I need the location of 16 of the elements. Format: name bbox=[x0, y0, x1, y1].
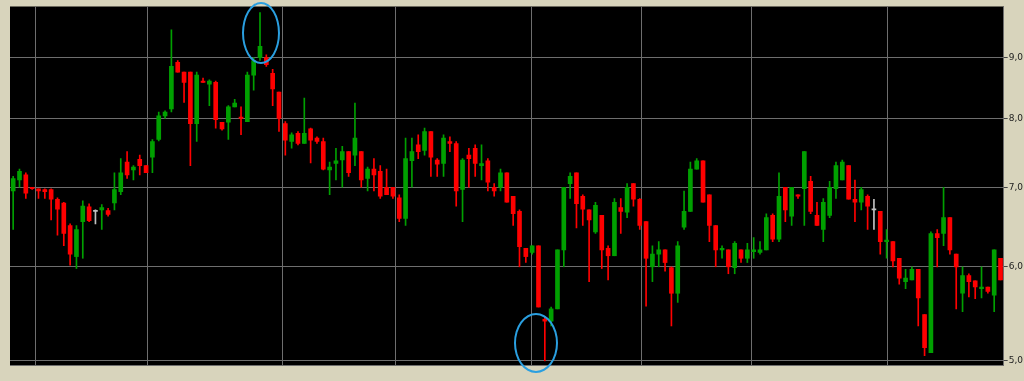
y-tick-label: 9,0 bbox=[1008, 51, 1024, 62]
candlestick bbox=[333, 147, 339, 181]
candlestick bbox=[934, 229, 940, 268]
y-tick-label: 5,0 bbox=[1008, 355, 1024, 366]
candlestick bbox=[491, 183, 497, 197]
candlestick bbox=[99, 204, 105, 230]
candlestick bbox=[447, 136, 453, 153]
candlestick bbox=[852, 179, 858, 222]
y-tick-label: 8,0 bbox=[1008, 112, 1024, 123]
candlestick bbox=[301, 97, 307, 144]
candlestick bbox=[953, 253, 959, 310]
candlestick bbox=[339, 145, 345, 188]
y-tick-label: 6,0 bbox=[1008, 261, 1024, 272]
candlestick bbox=[434, 158, 440, 177]
candlestick bbox=[618, 198, 624, 234]
y-tick-label: 7,0 bbox=[1008, 181, 1024, 192]
